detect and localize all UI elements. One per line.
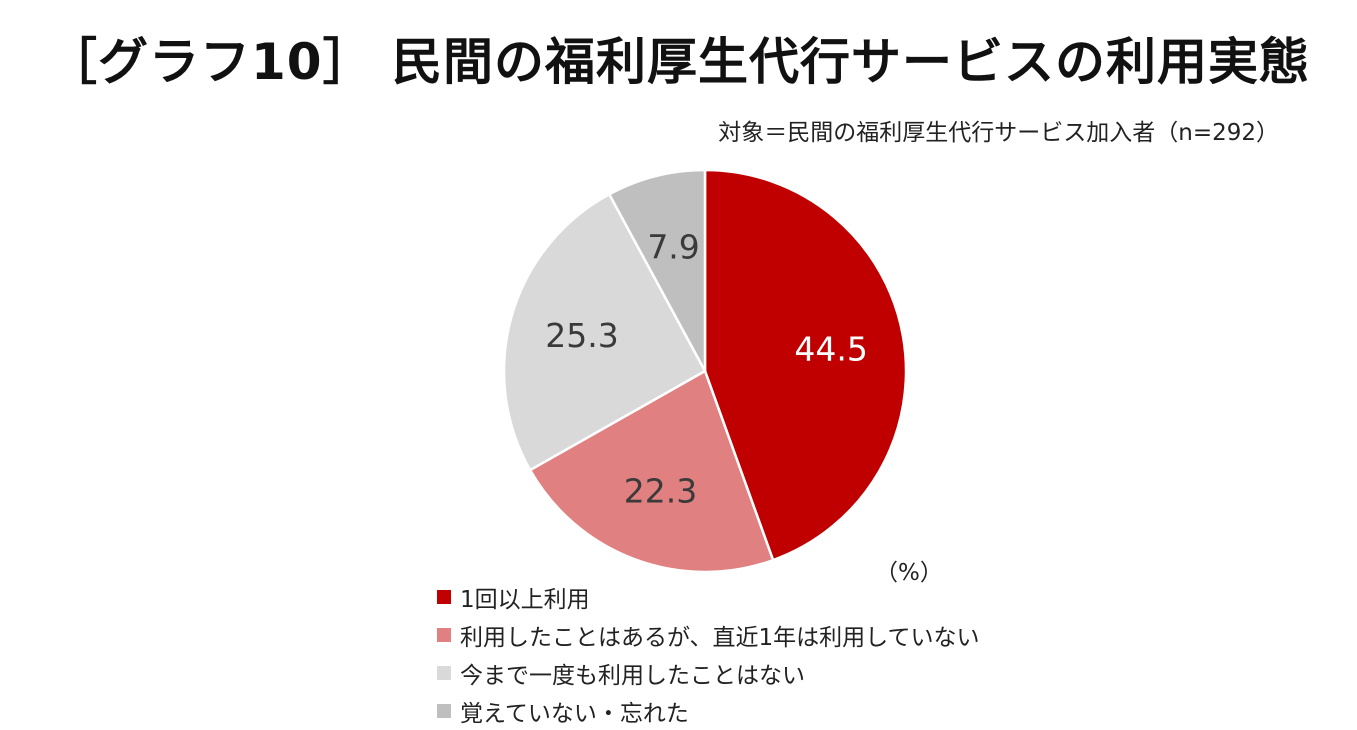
data-label-2: 22.3	[624, 472, 697, 511]
legend-item-4: 覚えていない・忘れた	[437, 692, 979, 730]
data-label-1: 44.5	[794, 329, 867, 368]
legend-label-4: 覚えていない・忘れた	[460, 701, 689, 727]
pie-slice-3	[502, 192, 707, 472]
legend: 1回以上利用利用したことはあるが、直近1年は利用していない 今まで一度も利用したこ…	[437, 578, 979, 730]
legend-swatch-1	[437, 590, 451, 604]
legend-item-2: 利用したことはあるが、直近1年は利用していない	[437, 616, 979, 654]
legend-item-1: 1回以上利用	[437, 578, 979, 616]
legend-label-3: 今まで一度も利用したことはない	[460, 663, 805, 689]
unit-label: （%）	[875, 560, 943, 586]
data-label-3: 25.3	[545, 316, 618, 355]
legend-label-2: 利用したことはあるが、直近1年は利用していない	[460, 625, 980, 651]
data-label-4: 7.9	[647, 227, 699, 266]
legend-swatch-3	[437, 666, 451, 680]
chart-subtitle: 対象＝民間の福利厚生代行サービス加入者（n=292）	[718, 120, 1279, 146]
legend-swatch-2	[437, 628, 451, 642]
chart-title: ［グラフ10］ 民間の福利厚生代行サービスの利用実態	[47, 33, 1310, 91]
pie-slice-4	[607, 168, 707, 372]
pie-slice-2	[528, 369, 775, 574]
legend-item-3: 今まで一度も利用したことはない	[437, 654, 979, 692]
pie-slice-1	[703, 168, 908, 562]
legend-swatch-4	[437, 704, 451, 718]
legend-label-1: 1回以上利用	[460, 587, 590, 613]
